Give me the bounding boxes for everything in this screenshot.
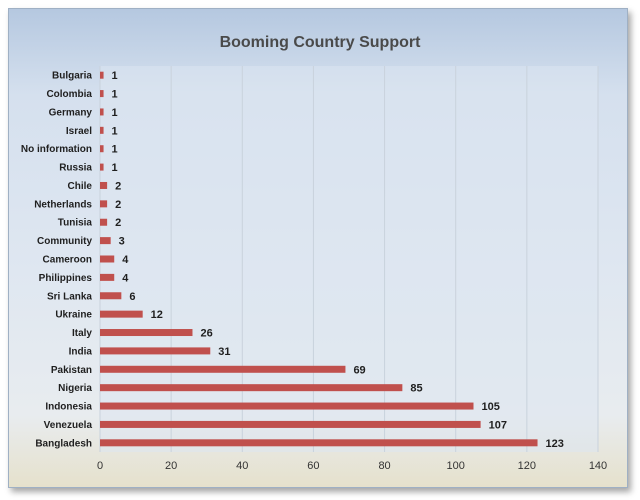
category-label: Ukraine [55,310,92,321]
bar [100,329,193,337]
bar [100,237,111,245]
category-label: Indonesia [45,402,92,413]
data-label: 2 [115,199,121,211]
x-tick-label: 20 [165,460,177,472]
x-tick-label: 120 [518,460,536,472]
data-label: 1 [112,144,118,156]
data-label: 123 [546,438,564,450]
category-label: Sri Lanka [47,291,92,302]
data-label: 2 [115,180,121,192]
bar [100,292,122,300]
data-label: 1 [112,125,118,137]
x-tick-label: 80 [378,460,390,472]
bar [100,200,108,208]
category-label: Chile [68,181,93,192]
data-label: 31 [218,346,230,358]
category-label: Netherlands [34,199,92,210]
category-label: Tunisia [58,218,93,229]
bar [100,310,143,318]
x-tick-label: 100 [447,460,465,472]
category-label: Community [37,236,92,247]
bar [100,439,538,447]
category-label: Nigeria [58,383,92,394]
category-label: No information [21,144,92,155]
category-label: India [69,346,93,357]
data-label: 2 [115,217,121,229]
category-label: Colombia [46,89,92,100]
chart-title: Booming Country Support [220,34,422,51]
category-label: Italy [72,328,92,339]
bar [100,181,108,189]
data-label: 6 [129,291,135,303]
data-label: 12 [151,309,163,321]
category-label: Cameroon [43,255,92,266]
bar [100,108,104,116]
bar [100,365,346,373]
bar [100,126,104,134]
category-label: Philippines [39,273,93,284]
bar [100,273,115,281]
x-tick-label: 60 [307,460,319,472]
data-label: 26 [200,328,212,340]
x-tick-label: 40 [236,460,248,472]
bar [100,163,104,171]
category-label: Israel [66,126,92,137]
data-label: 3 [119,236,125,248]
category-label: Bulgaria [52,71,92,82]
bar [100,420,481,428]
bar [100,71,104,79]
x-tick-label: 140 [589,460,607,472]
category-label: Russia [59,163,92,174]
data-label: 1 [112,89,118,101]
bar [100,255,115,263]
data-label: 4 [122,272,129,284]
data-label: 1 [112,107,118,119]
bar [100,145,104,153]
bar [100,384,403,392]
plot-area [100,66,598,452]
data-label: 107 [489,419,507,431]
bar [100,218,108,226]
data-label: 1 [112,162,118,174]
data-label: 105 [482,401,500,413]
category-label: Venezuela [44,420,93,431]
data-label: 85 [410,383,422,395]
x-tick-label: 0 [97,460,103,472]
data-label: 4 [122,254,129,266]
category-label: Germany [49,107,93,118]
labels: 0 20 40 60 80 100 120 140 Bulgaria 1 Colombia 1 Germ… [21,70,607,472]
data-label: 69 [353,364,365,376]
category-label: Pakistan [51,365,92,376]
bar [100,402,474,410]
bars [100,71,538,447]
bar [100,347,211,355]
category-label: Bangladesh [35,438,92,449]
bar [100,90,104,98]
data-label: 1 [112,70,118,82]
